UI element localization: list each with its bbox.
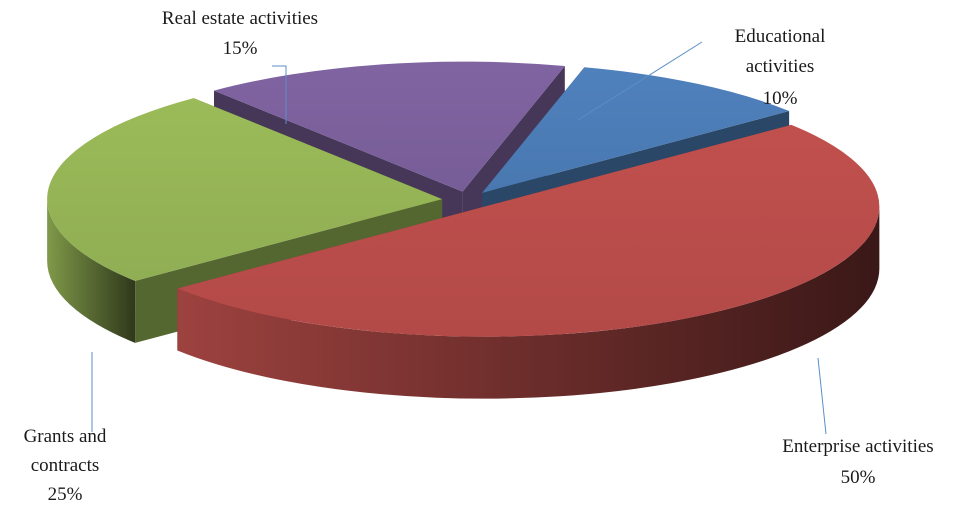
slice-label-educational-activities: activities	[746, 56, 815, 77]
slice-label-real-estate-activities: Real estate activities	[162, 8, 318, 29]
slice-value-grants-and-contracts: 25%	[48, 484, 83, 505]
slice-top	[214, 61, 565, 192]
slice-top	[47, 98, 443, 281]
slice-top	[482, 67, 790, 193]
slice-label-grants-and-contracts: Grants and	[24, 426, 107, 447]
leader-line-enterprise-activities	[817, 357, 827, 435]
slice-label-educational-activities: Educational	[735, 26, 826, 47]
slice-side	[177, 206, 880, 399]
slice-value-educational-activities: 10%	[763, 88, 798, 109]
slice-label-enterprise-activities: Enterprise activities	[782, 436, 933, 457]
leader-line-real-estate-activities	[272, 65, 287, 124]
slice-label-grants-and-contracts: contracts	[31, 455, 100, 476]
leader-line-educational-activities	[577, 41, 703, 121]
slice-top	[177, 124, 880, 337]
pie-slice-enterprise-activities	[177, 124, 880, 399]
slice-side	[47, 199, 136, 343]
slice-value-enterprise-activities: 50%	[841, 467, 876, 488]
slice-value-real-estate-activities: 15%	[223, 38, 258, 59]
